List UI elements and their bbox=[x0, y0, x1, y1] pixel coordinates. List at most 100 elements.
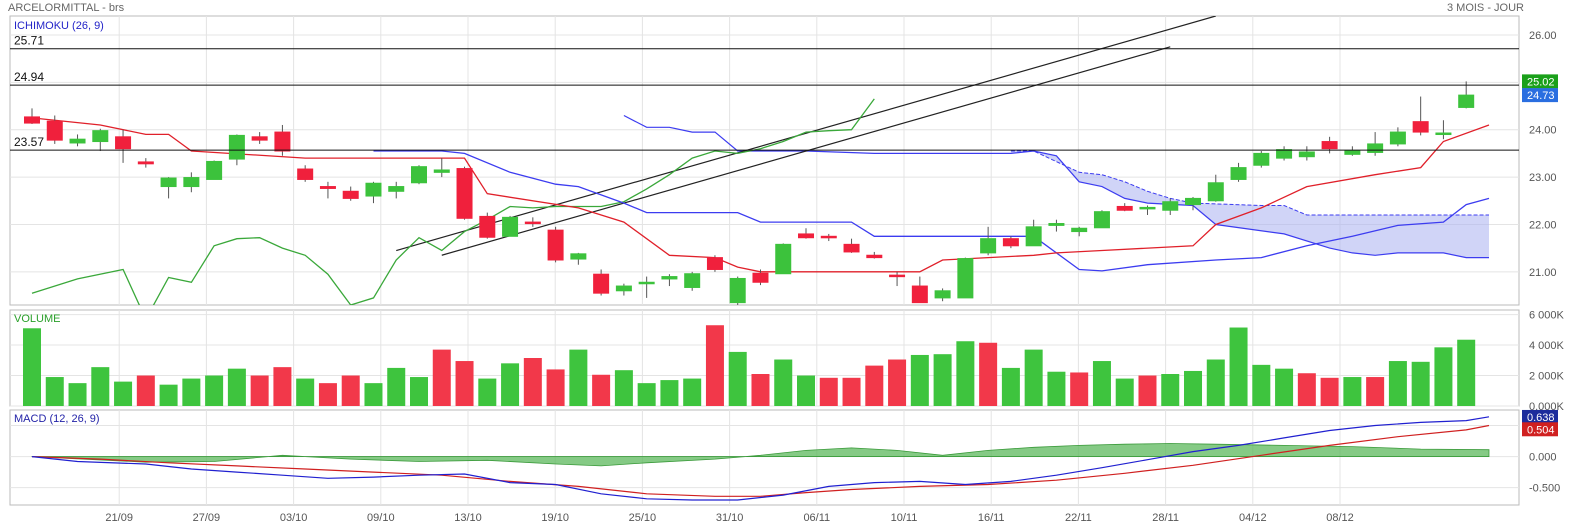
volume-bar[interactable] bbox=[569, 349, 588, 406]
volume-bar[interactable] bbox=[1297, 373, 1316, 406]
candle-down[interactable] bbox=[24, 116, 40, 124]
volume-bar[interactable] bbox=[1024, 349, 1043, 406]
candle-down[interactable] bbox=[1321, 141, 1338, 150]
candle-down[interactable] bbox=[251, 136, 268, 141]
candle-up[interactable] bbox=[183, 177, 200, 188]
candle-up[interactable] bbox=[411, 166, 428, 184]
volume-bar[interactable] bbox=[410, 377, 429, 406]
candle-up[interactable] bbox=[661, 276, 678, 280]
candle-up[interactable] bbox=[365, 182, 382, 197]
candle-up[interactable] bbox=[615, 285, 632, 292]
candle-up[interactable] bbox=[980, 238, 997, 254]
volume-bar[interactable] bbox=[956, 341, 975, 406]
volume-bar[interactable] bbox=[1388, 361, 1407, 406]
volume-bar[interactable] bbox=[23, 328, 41, 406]
volume-bar[interactable] bbox=[91, 367, 110, 406]
candle-down[interactable] bbox=[706, 257, 723, 270]
volume-bar[interactable] bbox=[1366, 377, 1385, 406]
volume-bar[interactable] bbox=[387, 367, 406, 406]
candle-up[interactable] bbox=[1344, 150, 1361, 155]
candle-up[interactable] bbox=[570, 253, 587, 260]
candle-up[interactable] bbox=[206, 160, 223, 180]
volume-bar[interactable] bbox=[1206, 359, 1225, 406]
volume-bar[interactable] bbox=[614, 370, 633, 406]
volume-bar[interactable] bbox=[159, 384, 178, 406]
volume-bar[interactable] bbox=[910, 354, 929, 406]
volume-bar[interactable] bbox=[979, 342, 998, 406]
candle-up[interactable] bbox=[1207, 182, 1224, 202]
volume-bar[interactable] bbox=[1070, 372, 1089, 406]
period-label[interactable]: 3 MOIS - JOUR bbox=[1446, 2, 1524, 14]
candle-up[interactable] bbox=[92, 130, 109, 143]
volume-bar[interactable] bbox=[1275, 368, 1294, 406]
candle-up[interactable] bbox=[1276, 149, 1293, 159]
volume-bar[interactable] bbox=[1320, 377, 1339, 406]
candle-down[interactable] bbox=[479, 215, 496, 238]
volume-bar[interactable] bbox=[227, 368, 246, 406]
volume-bar[interactable] bbox=[1252, 364, 1271, 406]
volume-bar[interactable] bbox=[68, 383, 87, 406]
candle-up[interactable] bbox=[160, 177, 177, 188]
volume-bar[interactable] bbox=[865, 365, 884, 406]
volume-bar[interactable] bbox=[250, 375, 269, 406]
volume-bar[interactable] bbox=[114, 381, 133, 406]
candle-up[interactable] bbox=[1025, 226, 1042, 247]
candle-up[interactable] bbox=[934, 290, 951, 299]
volume-bar[interactable] bbox=[182, 378, 201, 406]
volume-bar[interactable] bbox=[1343, 377, 1362, 406]
volume-bar[interactable] bbox=[592, 374, 611, 406]
volume-bar[interactable] bbox=[637, 383, 656, 406]
candle-up[interactable] bbox=[1367, 143, 1384, 153]
volume-bar[interactable] bbox=[774, 359, 793, 406]
volume-bar[interactable] bbox=[205, 375, 224, 406]
candle-up[interactable] bbox=[638, 281, 655, 285]
candle-up[interactable] bbox=[388, 186, 405, 192]
candle-up[interactable] bbox=[1458, 94, 1475, 108]
volume-bar[interactable] bbox=[296, 378, 315, 406]
candle-up[interactable] bbox=[433, 169, 450, 173]
volume-bar[interactable] bbox=[341, 375, 360, 406]
candle-up[interactable] bbox=[228, 134, 245, 160]
volume-bar[interactable] bbox=[1434, 347, 1453, 406]
volume-bar[interactable] bbox=[1092, 361, 1111, 406]
volume-bar[interactable] bbox=[797, 375, 816, 406]
volume-bar[interactable] bbox=[728, 351, 747, 406]
volume-bar[interactable] bbox=[136, 375, 155, 406]
volume-bar[interactable] bbox=[1115, 378, 1134, 406]
candle-down[interactable] bbox=[297, 168, 314, 180]
candle-down[interactable] bbox=[115, 136, 132, 150]
volume-bar[interactable] bbox=[751, 374, 770, 406]
candle-up[interactable] bbox=[1093, 211, 1110, 229]
candle-up[interactable] bbox=[1435, 132, 1452, 136]
candle-down[interactable] bbox=[593, 273, 610, 294]
candle-up[interactable] bbox=[1071, 227, 1088, 233]
candle-down[interactable] bbox=[752, 272, 769, 283]
candle-up[interactable] bbox=[1048, 223, 1065, 226]
volume-bar[interactable] bbox=[501, 363, 520, 406]
candle-up[interactable] bbox=[1389, 131, 1406, 145]
candle-up[interactable] bbox=[1253, 152, 1270, 166]
candle-up[interactable] bbox=[502, 216, 519, 237]
candle-down[interactable] bbox=[911, 285, 928, 304]
volume-bar[interactable] bbox=[705, 325, 724, 406]
candle-down[interactable] bbox=[342, 190, 359, 199]
volume-bar[interactable] bbox=[1229, 327, 1248, 406]
volume-bar[interactable] bbox=[273, 367, 292, 406]
candle-up[interactable] bbox=[775, 243, 792, 275]
candle-down[interactable] bbox=[456, 168, 473, 219]
volume-bar[interactable] bbox=[683, 378, 702, 406]
candle-down[interactable] bbox=[889, 274, 906, 278]
candle-down[interactable] bbox=[524, 221, 541, 225]
volume-bar[interactable] bbox=[478, 378, 497, 406]
candle-down[interactable] bbox=[1002, 238, 1019, 247]
candle-up[interactable] bbox=[957, 258, 974, 299]
candle-down[interactable] bbox=[1412, 121, 1429, 133]
volume-bar[interactable] bbox=[523, 358, 542, 406]
volume-bar[interactable] bbox=[1047, 371, 1066, 406]
candle-down[interactable] bbox=[820, 235, 837, 239]
volume-bar[interactable] bbox=[933, 354, 952, 406]
candle-down[interactable] bbox=[866, 254, 883, 259]
candle-down[interactable] bbox=[798, 233, 815, 239]
volume-bar[interactable] bbox=[1411, 361, 1430, 406]
candle-up[interactable] bbox=[1230, 167, 1247, 180]
